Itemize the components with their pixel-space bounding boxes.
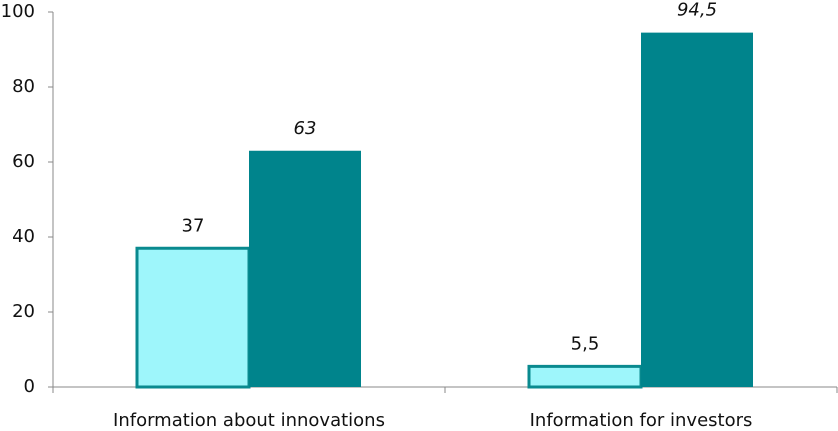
y-tick-label: 60 [12,151,35,172]
value-label: 94,5 [677,0,717,21]
bar [641,32,753,387]
y-tick-label: 80 [12,76,35,97]
y-tick-label: 20 [12,301,35,322]
y-tick-label: 100 [1,1,35,22]
bar [135,246,251,389]
value-label: 37 [182,215,205,236]
value-label: 63 [294,118,317,139]
x-tick-label: Information for investors [530,410,753,431]
y-tick-label: 0 [24,376,35,397]
x-tick-label: Information about innovations [113,410,385,431]
value-label: 5,5 [571,333,600,354]
bar [527,364,643,389]
y-tick-label: 40 [12,226,35,247]
bar [249,150,361,387]
